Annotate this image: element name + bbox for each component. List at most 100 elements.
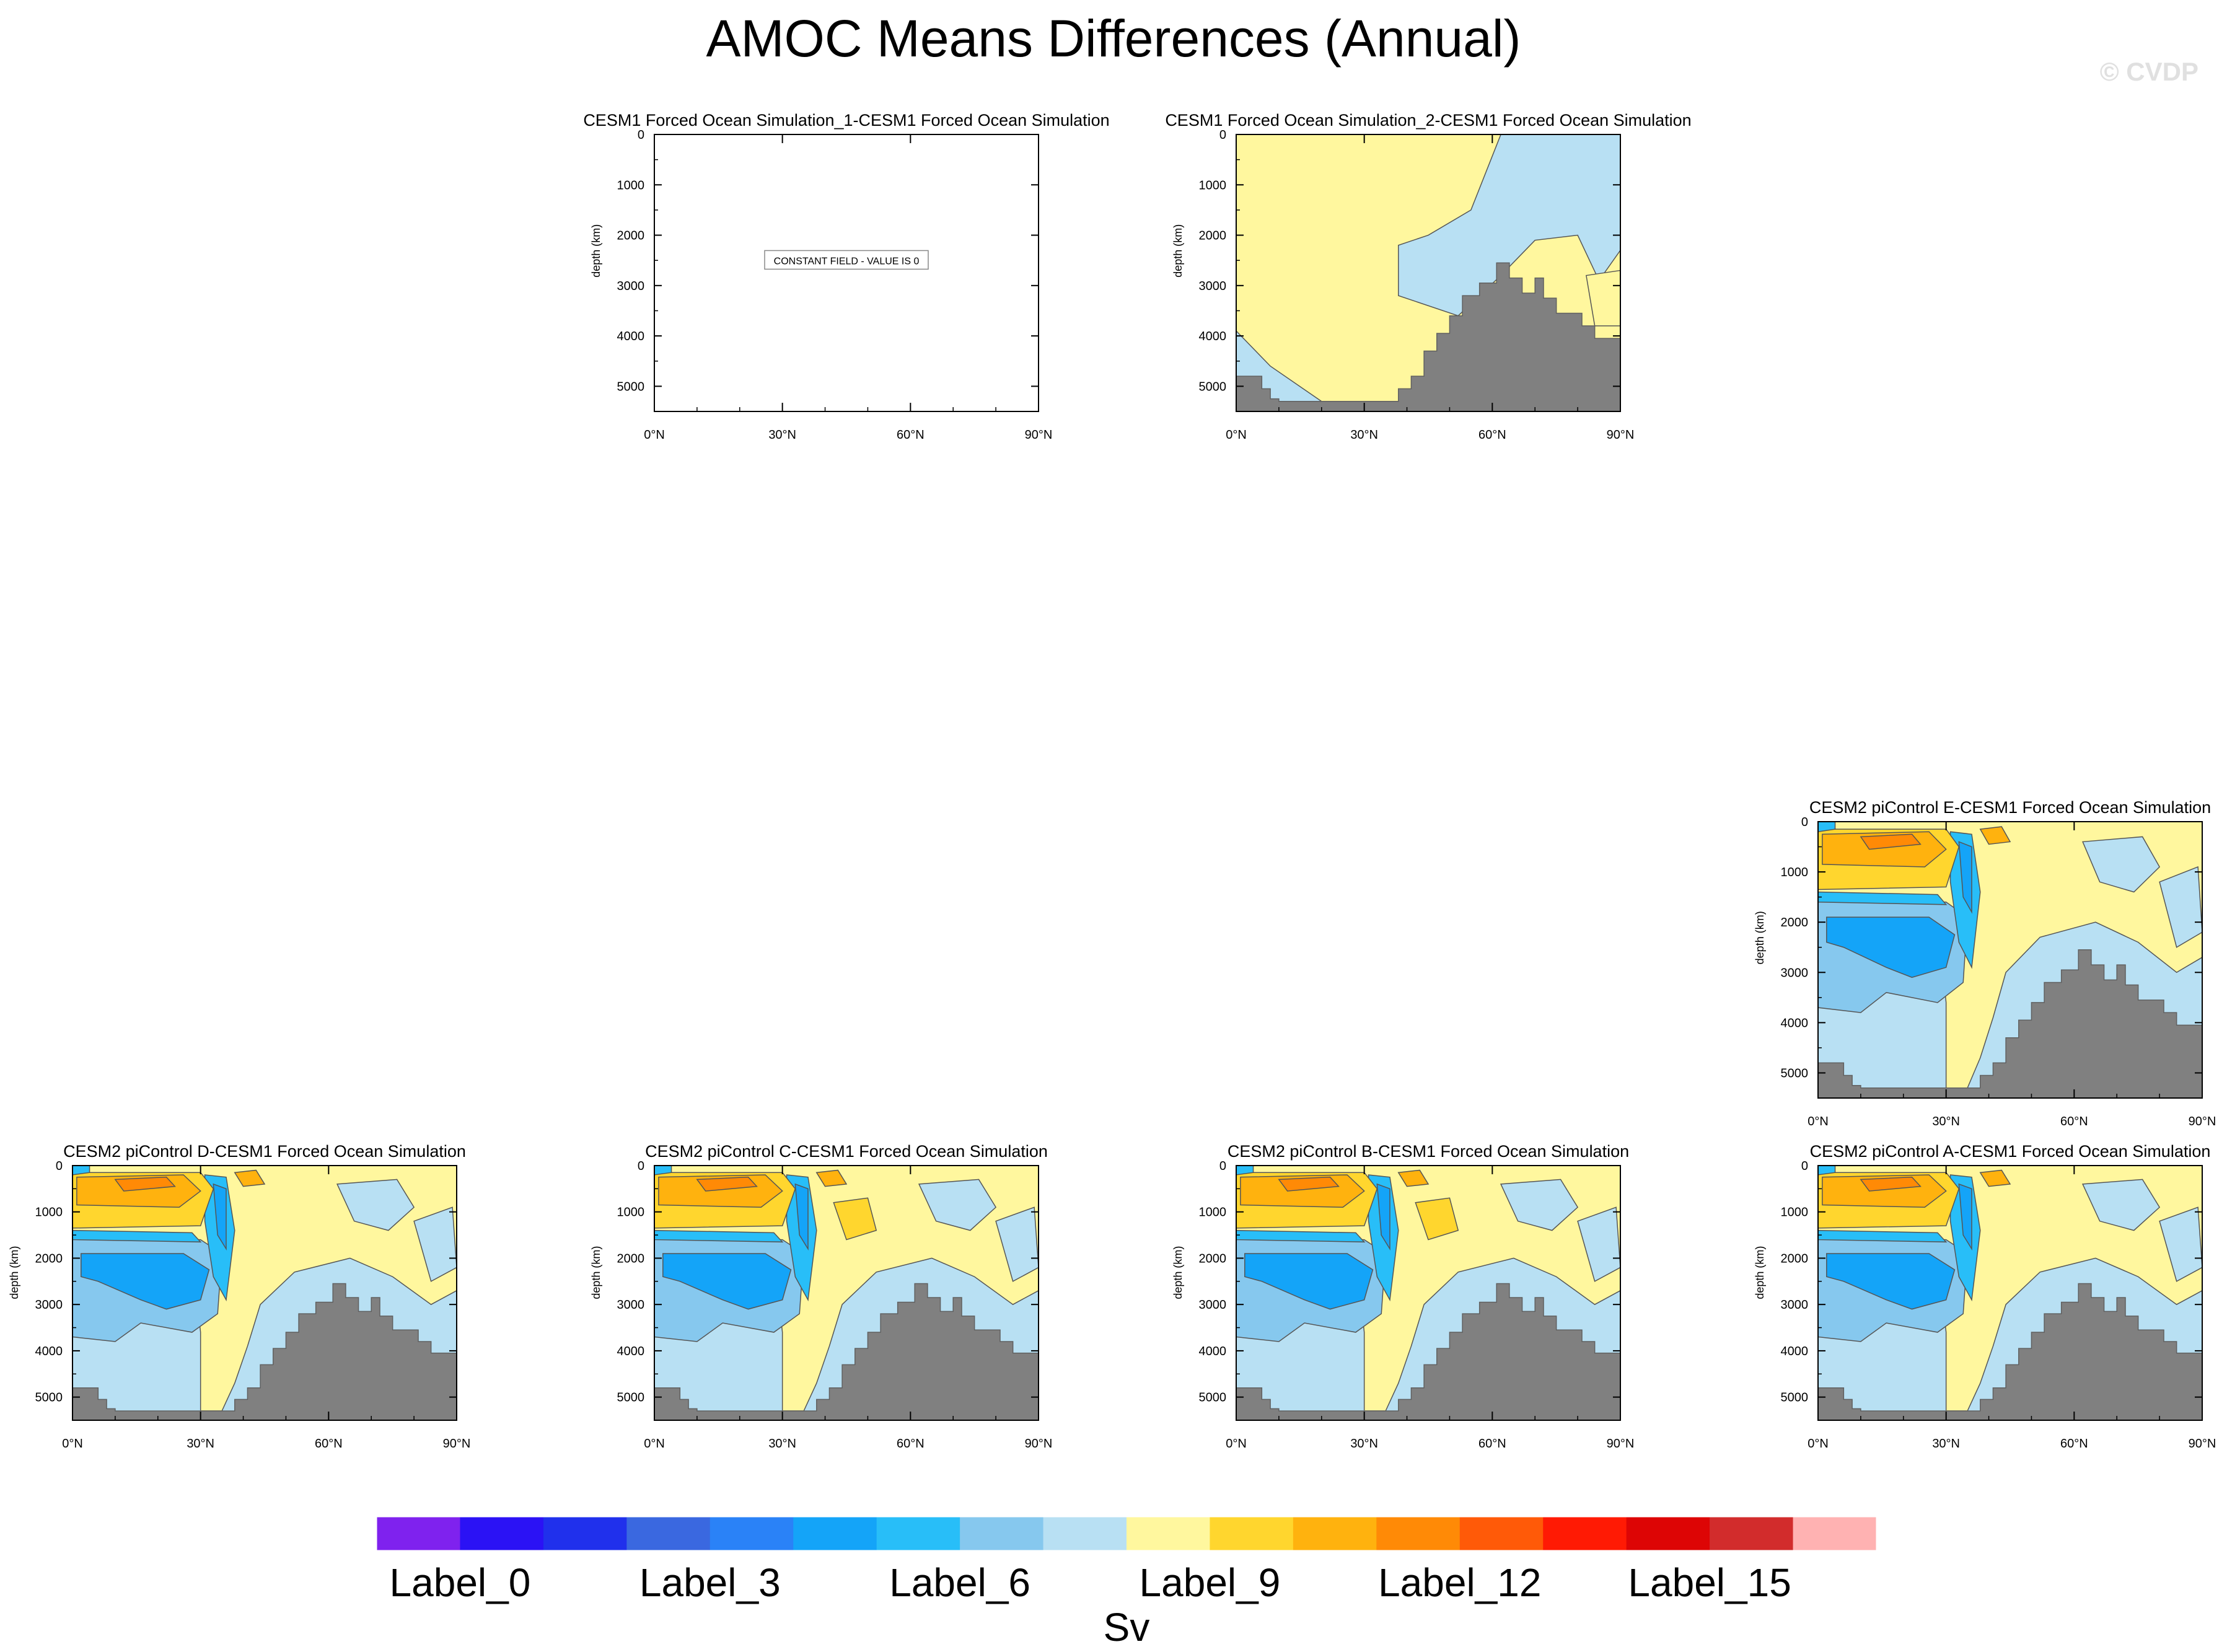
panel-title: CESM2 piControl A-CESM1 Forced Ocean Sim… — [1810, 1142, 2211, 1161]
bathymetry-land — [1817, 1283, 2203, 1421]
x-tick-label: 30°N — [1350, 1437, 1378, 1451]
bathymetry-land — [1817, 949, 2203, 1099]
negative-small-patch — [1500, 1179, 1579, 1231]
colorbar-box — [377, 1517, 460, 1550]
colorbar-label: Label_3 — [639, 1560, 781, 1605]
bathymetry-land — [654, 1283, 1039, 1421]
x-tick-label: 30°N — [1350, 428, 1378, 442]
x-tick-label: 90°N — [1607, 428, 1635, 442]
y-axis-label: depth (km) — [590, 1246, 602, 1299]
sinking-column-core — [213, 1183, 227, 1251]
colorbar-box — [543, 1517, 627, 1550]
x-tick-label: 0°N — [1808, 1437, 1829, 1451]
sinking-column-core — [1376, 1183, 1390, 1251]
plot-frame — [1817, 821, 2203, 1099]
x-tick-label: 90°N — [443, 1437, 471, 1451]
x-tick-label: 60°N — [1478, 1437, 1506, 1451]
y-axis-label: depth (km) — [1754, 1246, 1766, 1299]
bathymetry-land — [72, 1283, 457, 1421]
colorbar-frame — [376, 1516, 1877, 1551]
y-tick-label: 5000 — [1199, 1391, 1227, 1405]
x-tick-label: 30°N — [187, 1437, 214, 1451]
positive-patch — [234, 1169, 266, 1187]
x-tick-label: 0°N — [1226, 1437, 1247, 1451]
y-tick-label: 2000 — [617, 229, 645, 243]
sinking-column-core — [794, 1183, 809, 1251]
negative-small-patch — [2082, 836, 2161, 893]
y-tick-label: 5000 — [617, 380, 645, 393]
x-tick-label: 0°N — [62, 1437, 83, 1451]
chart-panel-3: 0 1000 2000 3000 4000 5000 0°N 30°N 60°N 90°N dept… — [1754, 798, 2216, 1128]
positive-patch — [1415, 1197, 1459, 1241]
y-tick-label: 0 — [56, 1159, 63, 1173]
chart-panel-1: CONSTANT FIELD - VALUE IS 0 0 1000 2000 3000… — [583, 111, 1109, 442]
colorbar-label: Label_6 — [889, 1560, 1030, 1605]
x-tick-label: 0°N — [644, 428, 665, 442]
y-tick-label: 4000 — [1781, 1345, 1809, 1358]
y-tick-label: 2000 — [35, 1252, 63, 1265]
panel-title: CESM1 Forced Ocean Simulation_2-CESM1 Fo… — [1165, 111, 1691, 130]
x-tick-label: 0°N — [644, 1437, 665, 1451]
panel-title: CESM1 Forced Ocean Simulation_1-CESM1 Fo… — [583, 111, 1109, 130]
y-tick-label: 5000 — [1199, 380, 1227, 393]
negative-band — [1236, 1229, 1366, 1243]
page-title: AMOC Means Differences (Annual) — [706, 9, 1521, 68]
y-axis-label: depth (km) — [1172, 1246, 1184, 1299]
y-tick-label: 3000 — [1781, 966, 1809, 980]
y-tick-label: 3000 — [1199, 279, 1227, 293]
colorbar-box — [960, 1517, 1044, 1550]
y-tick-label: 1000 — [1199, 178, 1227, 192]
negative-strong-cell — [1826, 916, 1956, 978]
x-tick-label: 60°N — [2060, 1437, 2088, 1451]
x-tick-label: 90°N — [2189, 1437, 2216, 1451]
y-tick-label: 0 — [1801, 1159, 1808, 1173]
y-tick-label: 0 — [1219, 128, 1226, 142]
y-tick-label: 1000 — [617, 1206, 645, 1219]
colorbar-box — [1210, 1517, 1294, 1550]
y-axis-label: depth (km) — [1172, 224, 1184, 278]
y-tick-label: 3000 — [1199, 1298, 1227, 1312]
y-tick-label: 3000 — [1781, 1298, 1809, 1312]
negative-small-patch — [2081, 1179, 2161, 1231]
positive-core — [114, 1176, 176, 1192]
y-tick-label: 4000 — [35, 1345, 63, 1358]
watermark: © CVDP — [2099, 57, 2198, 86]
colorbar: Label_0 Label_3 Label_6 Label_9 Label_12 Labe… — [376, 1516, 1877, 1650]
negative-strong-cell — [1826, 1253, 1956, 1310]
colorbar-box — [1293, 1517, 1377, 1550]
y-tick-label: 2000 — [1781, 1252, 1809, 1265]
positive-patch — [1979, 1169, 2011, 1187]
negative-band — [72, 1229, 202, 1243]
y-tick-label: 4000 — [1199, 330, 1227, 343]
y-tick-label: 4000 — [617, 330, 645, 343]
x-tick-label: 0°N — [1226, 428, 1247, 442]
colorbar-box — [1543, 1517, 1627, 1550]
y-axis-label: depth (km) — [590, 224, 602, 278]
y-tick-label: 5000 — [35, 1391, 63, 1405]
panel-title: CESM2 piControl D-CESM1 Forced Ocean Sim… — [63, 1142, 466, 1161]
positive-patch — [815, 1169, 848, 1187]
plot-frame — [654, 1165, 1039, 1421]
x-tick-label: 60°N — [897, 1437, 925, 1451]
y-tick-label: 2000 — [617, 1252, 645, 1265]
negative-small-patch — [918, 1179, 997, 1231]
x-tick-label: 90°N — [2189, 1115, 2216, 1128]
colorbar-label: Label_0 — [390, 1560, 531, 1605]
colorbar-box — [876, 1517, 960, 1550]
colorbar-label: Label_15 — [1628, 1560, 1791, 1605]
chart-panel-6: 0 1000 2000 3000 4000 5000 0°N 30°N 60°N 90°N dept… — [1172, 1142, 1634, 1451]
bathymetry-land — [1236, 1283, 1621, 1421]
y-tick-label: 4000 — [1199, 1345, 1227, 1358]
positive-core — [1860, 1176, 1922, 1192]
sinking-column-core — [1958, 841, 1972, 914]
chart-panel-7: 0 1000 2000 3000 4000 5000 0°N 30°N 60°N 90°N dept… — [1754, 1142, 2216, 1451]
x-tick-label: 90°N — [1607, 1437, 1635, 1451]
x-tick-label: 60°N — [315, 1437, 343, 1451]
panel-title: CESM2 piControl E-CESM1 Forced Ocean Sim… — [1809, 798, 2211, 817]
y-tick-label: 4000 — [617, 1345, 645, 1358]
y-tick-label: 2000 — [1781, 916, 1809, 929]
positive-core — [1278, 1176, 1340, 1192]
x-tick-label: 30°N — [768, 1437, 796, 1451]
y-tick-label: 4000 — [1781, 1016, 1809, 1030]
